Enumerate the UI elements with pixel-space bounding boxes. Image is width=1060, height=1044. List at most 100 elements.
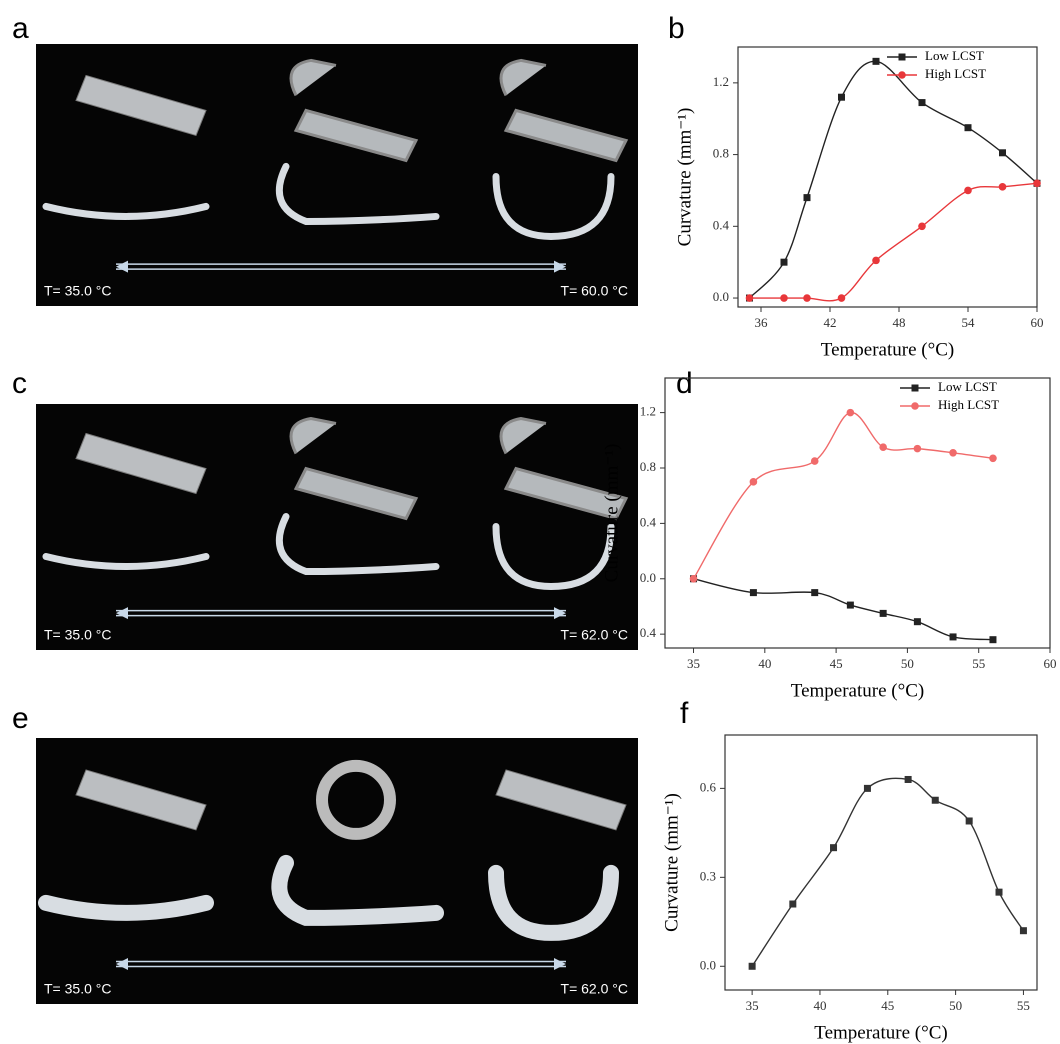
- marker: [745, 294, 754, 302]
- marker: [780, 294, 788, 302]
- temperature-label: T= 35.0 °C: [44, 283, 111, 299]
- flat-slab: [75, 432, 207, 495]
- marker: [998, 183, 1007, 191]
- marker: [748, 962, 756, 970]
- rolled-slab: [316, 759, 396, 840]
- x-tick-label: 55: [972, 656, 985, 671]
- x-tick-label: 48: [893, 315, 906, 330]
- marker: [898, 53, 906, 61]
- flat-slab: [495, 769, 627, 831]
- y-tick-label: 0.0: [640, 570, 656, 585]
- x-tick-label: 35: [746, 998, 759, 1013]
- panel-label: a: [12, 12, 29, 45]
- y-tick-label: 0.6: [700, 779, 717, 794]
- marker: [964, 186, 972, 195]
- marker: [931, 796, 939, 804]
- panel-label: c: [12, 367, 27, 400]
- marker: [789, 900, 797, 908]
- legend-label: High LCST: [925, 66, 986, 81]
- y-axis-label: Curvature (mm⁻¹): [601, 444, 622, 583]
- marker: [913, 618, 921, 626]
- photo: T= 35.0 °C T= 62.0 °C: [36, 738, 638, 1004]
- series-line: [751, 777, 1025, 967]
- gel-strip: [275, 162, 440, 225]
- gel-strip: [275, 513, 440, 576]
- panel-label: e: [12, 702, 29, 735]
- marker: [689, 574, 698, 583]
- marker: [949, 448, 957, 457]
- marker: [1019, 927, 1027, 935]
- marker: [872, 256, 880, 265]
- flat-slab: [75, 769, 207, 831]
- temperature-label: T= 35.0 °C: [44, 627, 111, 643]
- photo-background: [36, 404, 638, 650]
- x-tick-label: 50: [949, 998, 962, 1013]
- series-line: [693, 578, 994, 641]
- gel-strip: [492, 523, 615, 591]
- bent-slab: [289, 416, 419, 521]
- y-axis-label: Curvature (mm⁻¹): [661, 793, 682, 932]
- x-tick-label: 50: [901, 656, 914, 671]
- marker: [879, 609, 887, 617]
- panel-label: f: [680, 697, 689, 730]
- gel-strip: [488, 864, 619, 941]
- gel-strip: [271, 854, 444, 926]
- legend-label: Low LCST: [925, 48, 984, 63]
- marker: [965, 817, 973, 825]
- legend-label: Low LCST: [938, 379, 997, 394]
- series-line: [692, 411, 994, 580]
- marker: [999, 149, 1006, 157]
- x-tick-label: 54: [962, 315, 976, 330]
- y-tick-label: 0.8: [640, 459, 656, 474]
- panel-label: b: [668, 12, 685, 45]
- bent-slab: [499, 58, 629, 163]
- series-line: [748, 60, 1038, 299]
- marker: [995, 888, 1003, 896]
- x-tick-label: 60: [1044, 656, 1057, 671]
- marker: [863, 784, 871, 792]
- x-tick-label: 45: [881, 998, 894, 1013]
- plot-frame: [737, 46, 1038, 308]
- gel-strip: [492, 172, 615, 240]
- y-tick-label: 0.4: [713, 217, 730, 232]
- marker: [904, 775, 912, 783]
- y-tick-label: 0.4: [640, 514, 657, 529]
- marker: [780, 258, 788, 266]
- y-tick-label: 0.3: [700, 868, 716, 883]
- marker: [749, 589, 757, 597]
- x-tick-label: 35: [687, 656, 700, 671]
- y-tick-label: 0.8: [713, 146, 729, 161]
- y-axis-label: Curvature (mm⁻¹): [674, 108, 695, 247]
- y-tick-label: 1.2: [713, 74, 729, 89]
- photo-background: [36, 44, 638, 306]
- marker: [830, 844, 838, 852]
- y-tick-label: 1.2: [640, 404, 656, 419]
- temperature-label: T= 62.0 °C: [561, 627, 628, 643]
- marker: [803, 294, 811, 302]
- marker: [911, 402, 919, 410]
- photo: T= 35.0 °C T= 60.0 °C: [36, 44, 638, 306]
- marker: [803, 194, 811, 202]
- panel-label: d: [676, 367, 693, 400]
- marker: [1033, 179, 1041, 188]
- marker: [913, 444, 922, 453]
- marker: [879, 443, 887, 452]
- marker: [898, 71, 906, 79]
- temperature-label: T= 62.0 °C: [561, 981, 628, 997]
- marker: [911, 384, 919, 392]
- bent-slab: [289, 58, 419, 163]
- legend-label: High LCST: [938, 397, 999, 412]
- x-tick-label: 60: [1031, 315, 1044, 330]
- marker: [838, 93, 845, 101]
- marker: [846, 601, 854, 609]
- marker: [837, 294, 846, 302]
- marker: [989, 454, 997, 463]
- gel-strip: [38, 894, 214, 921]
- y-tick-label: 0.4: [640, 625, 657, 640]
- marker: [918, 222, 926, 231]
- marker: [949, 633, 957, 641]
- x-axis-label: Temperature (°C): [814, 1022, 947, 1043]
- temperature-label: T= 35.0 °C: [44, 981, 111, 997]
- bent-slab: [499, 416, 629, 521]
